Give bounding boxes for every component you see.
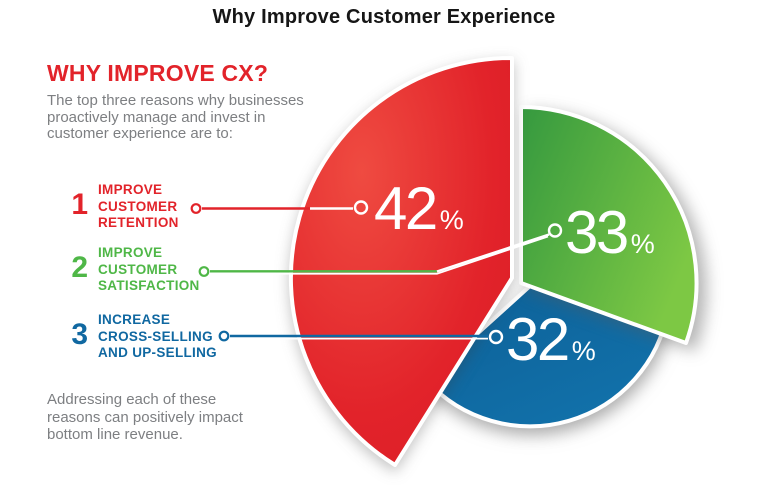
cx-footer-line: bottom line revenue. (47, 426, 183, 443)
reason-label-line: IMPROVE (98, 182, 163, 197)
pie-slice-retention (288, 55, 514, 467)
pie-slice-satisfaction (519, 105, 699, 345)
percent-label-cross-selling: 32% (506, 306, 596, 373)
reason-label-line: SATISFACTION (98, 278, 200, 293)
percent-label-satisfaction: 33% (565, 199, 655, 266)
reason-label: IMPROVE CUSTOMER SATISFACTION (98, 245, 200, 295)
leader-retention (190, 200, 369, 215)
reason-rank: 2 (71, 251, 88, 284)
reason-item-cross-selling: 3 INCREASE CROSS-SELLING AND UP-SELLING (60, 312, 217, 362)
page-title: Why Improve Customer Experience (212, 6, 556, 28)
percent-label-retention: 42% (374, 175, 464, 242)
leader-dot (218, 330, 230, 342)
leader-satisfaction (198, 223, 563, 277)
cx-footer: Addressing each of these reasons can pos… (47, 391, 243, 444)
leader-ring (547, 223, 563, 238)
reason-label-line: CUSTOMER (98, 198, 178, 214)
reason-label-line: INCREASE (98, 312, 171, 327)
cx-intro-line: The top three reasons why businesses (47, 92, 304, 109)
reason-label-line: CUSTOMER (98, 261, 178, 277)
cx-intro-line: customer experience are to: (47, 125, 233, 142)
cx-footer-line: Addressing each of these (47, 391, 217, 408)
reason-label-line: AND UP-SELLING (98, 345, 217, 360)
reason-label-line: IMPROVE (98, 245, 163, 260)
pie-slice-cross-selling (424, 284, 670, 429)
leader-cross-selling (218, 329, 504, 345)
cx-heading: WHY IMPROVE CX? (47, 60, 269, 86)
reason-label: IMPROVE CUSTOMER RETENTION (98, 182, 179, 232)
reason-item-satisfaction: 2 IMPROVE CUSTOMER SATISFACTION (60, 245, 200, 295)
cx-intro: The top three reasons why businesses pro… (47, 92, 304, 143)
leader-dot (198, 266, 210, 277)
reason-label-line: CROSS-SELLING (98, 328, 213, 344)
reason-label-line: RETENTION (98, 215, 179, 230)
cx-intro-line: proactively manage and invest in (47, 108, 266, 126)
cx-footer-line: reasons can positively impact (47, 408, 243, 426)
reason-label: INCREASE CROSS-SELLING AND UP-SELLING (98, 312, 217, 362)
reason-rank: 3 (71, 318, 88, 351)
reason-rank: 1 (71, 188, 88, 221)
leader-ring (488, 329, 504, 345)
leader-dot (190, 203, 202, 214)
reason-item-retention: 1 IMPROVE CUSTOMER RETENTION (60, 182, 179, 232)
leader-ring (353, 200, 369, 215)
